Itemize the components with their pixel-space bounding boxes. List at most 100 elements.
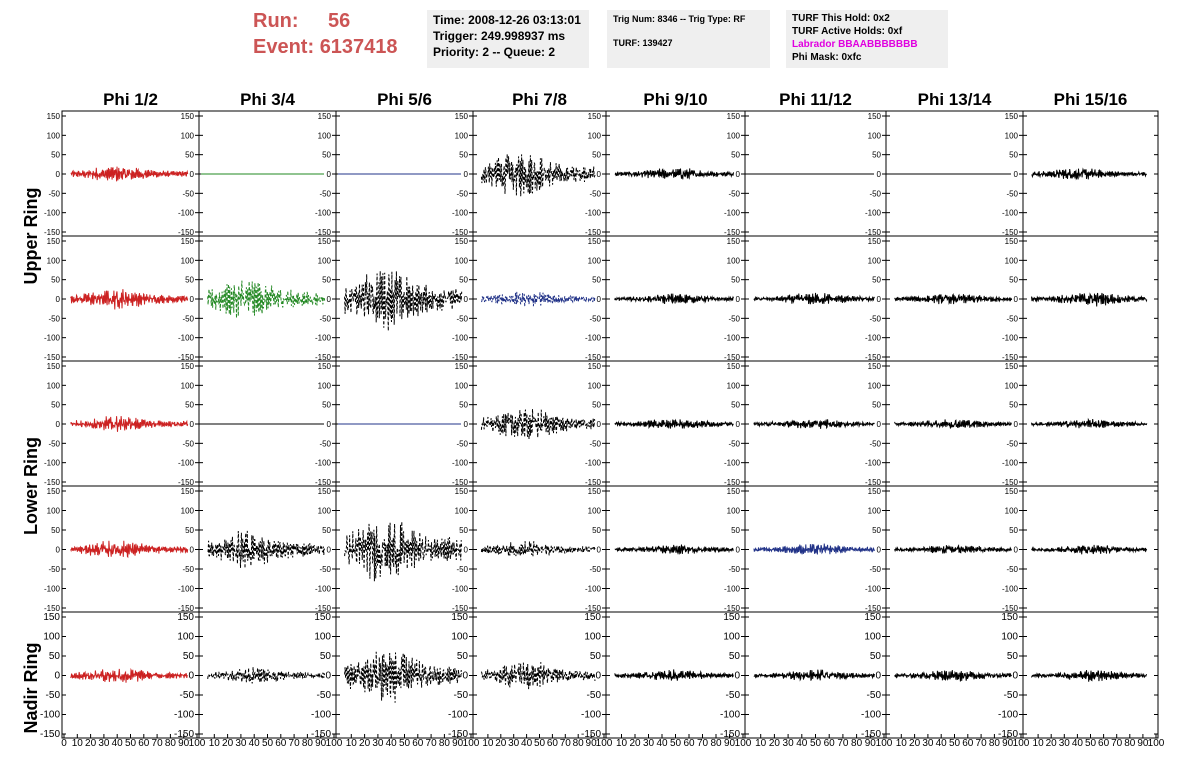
y-tick-label-right: 0 — [464, 170, 469, 179]
waveform-trace-r5-c6 — [753, 669, 875, 682]
y-tick-label-right: -100 — [585, 334, 602, 343]
y-tick-label-right: -50 — [728, 314, 740, 323]
y-tick-label-right: 0 — [877, 546, 882, 555]
y-tick-label-right: -150 — [1002, 228, 1019, 237]
y-tick-label-right: 100 — [318, 256, 332, 265]
waveform-trace-r5-c4 — [480, 662, 596, 690]
y-tick-label-right: 50 — [185, 526, 194, 535]
y-tick-label-right: 100 — [723, 632, 740, 643]
y-tick-label-right: -50 — [1006, 439, 1018, 448]
x-tick-label: 70 — [976, 738, 988, 749]
x-tick-label: 60 — [412, 738, 424, 749]
y-tick-label-right: -50 — [182, 314, 194, 323]
y-tick-label-right: -150 — [315, 228, 332, 237]
x-tick-label: 50 — [1085, 738, 1097, 749]
y-tick-label-right: 150 — [868, 237, 882, 246]
y-tick-label-right: -100 — [448, 710, 468, 721]
y-tick-label-right: -50 — [589, 439, 601, 448]
y-tick-label-right: -100 — [311, 710, 331, 721]
waveform-trace-r5-c5 — [614, 669, 734, 681]
y-tick-label-right: -150 — [315, 478, 332, 487]
x-tick-label: 10 — [896, 738, 908, 749]
x-tick-label: 60 — [547, 738, 559, 749]
y-tick-label-right: 150 — [1005, 237, 1019, 246]
y-tick-label-right: 0 — [595, 671, 601, 682]
y-tick-label-right: 0 — [190, 420, 195, 429]
y-tick-label-right: -100 — [720, 710, 740, 721]
y-tick-label-right: 0 — [877, 420, 882, 429]
waveform-trace-r2-c1 — [70, 289, 189, 310]
y-tick-label-right: -150 — [865, 478, 882, 487]
y-tick-label-left: 50 — [51, 276, 60, 285]
y-tick-label-right: 150 — [455, 112, 469, 121]
y-tick-label-right: 0 — [190, 546, 195, 555]
x-tick-label: 30 — [1059, 738, 1071, 749]
x-tick-label: 70 — [837, 738, 849, 749]
y-tick-label-right: -50 — [319, 565, 331, 574]
y-tick-label-right: 0 — [875, 671, 881, 682]
y-tick-label-right: -150 — [311, 729, 331, 740]
y-tick-label-right: 150 — [181, 487, 195, 496]
x-tick-label: 20 — [1046, 738, 1058, 749]
x-tick-label: 10 — [482, 738, 494, 749]
y-tick-label-right: 100 — [314, 632, 331, 643]
y-tick-label-right: -150 — [585, 228, 602, 237]
y-tick-label-right: -50 — [456, 314, 468, 323]
x-tick-label: 50 — [125, 738, 137, 749]
y-tick-label-right: 0 — [877, 295, 882, 304]
column-title-1: Phi 1/2 — [103, 90, 158, 109]
y-tick-label-right: 150 — [727, 237, 741, 246]
y-tick-label-right: 50 — [185, 401, 194, 410]
y-tick-label-right: -150 — [865, 353, 882, 362]
waveform-trace-r5-c7 — [894, 670, 1013, 682]
waveform-trace-r3-c7 — [894, 419, 1013, 429]
y-tick-label-left: 150 — [47, 112, 61, 121]
column-title-8: Phi 15/16 — [1054, 90, 1128, 109]
y-tick-label-right: -50 — [1006, 565, 1018, 574]
y-tick-label-right: -50 — [869, 314, 881, 323]
x-tick-label: 60 — [683, 738, 695, 749]
y-tick-label-right: 150 — [318, 362, 332, 371]
waveform-trace-r3-c6 — [753, 419, 875, 430]
y-tick-label-right: 150 — [727, 362, 741, 371]
y-tick-label-right: 0 — [464, 420, 469, 429]
y-tick-label-right: -50 — [454, 690, 469, 701]
y-tick-label-left: 50 — [51, 151, 60, 160]
y-tick-label-right: -100 — [452, 459, 469, 468]
y-tick-label-right: 100 — [1005, 507, 1019, 516]
x-tick-label: 50 — [262, 738, 274, 749]
y-tick-label-right: -150 — [178, 353, 195, 362]
x-tick-label: 100 — [1148, 738, 1165, 749]
y-tick-label-right: -150 — [1002, 604, 1019, 613]
waveform-trace-r2-c4 — [480, 291, 596, 307]
y-tick-label-right: 50 — [459, 276, 468, 285]
column-title-3: Phi 5/6 — [377, 90, 432, 109]
x-tick-label: 10 — [755, 738, 767, 749]
y-tick-label-right: -50 — [182, 565, 194, 574]
y-tick-label-right: 0 — [736, 295, 741, 304]
event-value: 6137418 — [319, 36, 398, 58]
y-tick-label-right: 50 — [459, 401, 468, 410]
x-tick-label: 80 — [302, 738, 314, 749]
y-tick-label-right: -100 — [865, 334, 882, 343]
y-tick-label-right: -150 — [724, 604, 741, 613]
waveform-trace-r4-c1 — [70, 540, 189, 559]
waveform-trace-r1-c4 — [480, 153, 596, 197]
labrador-text: Labrador BBAABBBBBBB — [792, 39, 918, 50]
y-tick-label-right: 150 — [318, 237, 332, 246]
y-tick-label-left: -50 — [46, 690, 61, 701]
x-tick-label: 100 — [326, 738, 343, 749]
y-tick-label-right: 50 — [183, 651, 195, 662]
y-tick-label-right: 0 — [736, 546, 741, 555]
time-text: Time: 2008-12-26 03:13:01 — [433, 13, 581, 27]
x-tick-label: 20 — [359, 738, 371, 749]
waveform-trace-r5-c8 — [1031, 670, 1147, 682]
row-label-3: Nadir Ring — [21, 642, 41, 733]
x-tick-label: 90 — [452, 738, 464, 749]
x-tick-label: 20 — [495, 738, 507, 749]
y-tick-label-right: 100 — [588, 131, 602, 140]
x-tick-label: 40 — [656, 738, 668, 749]
y-tick-label-right: 0 — [327, 420, 332, 429]
y-tick-label-right: -50 — [182, 189, 194, 198]
waveform-trace-r3-c5 — [614, 418, 734, 429]
